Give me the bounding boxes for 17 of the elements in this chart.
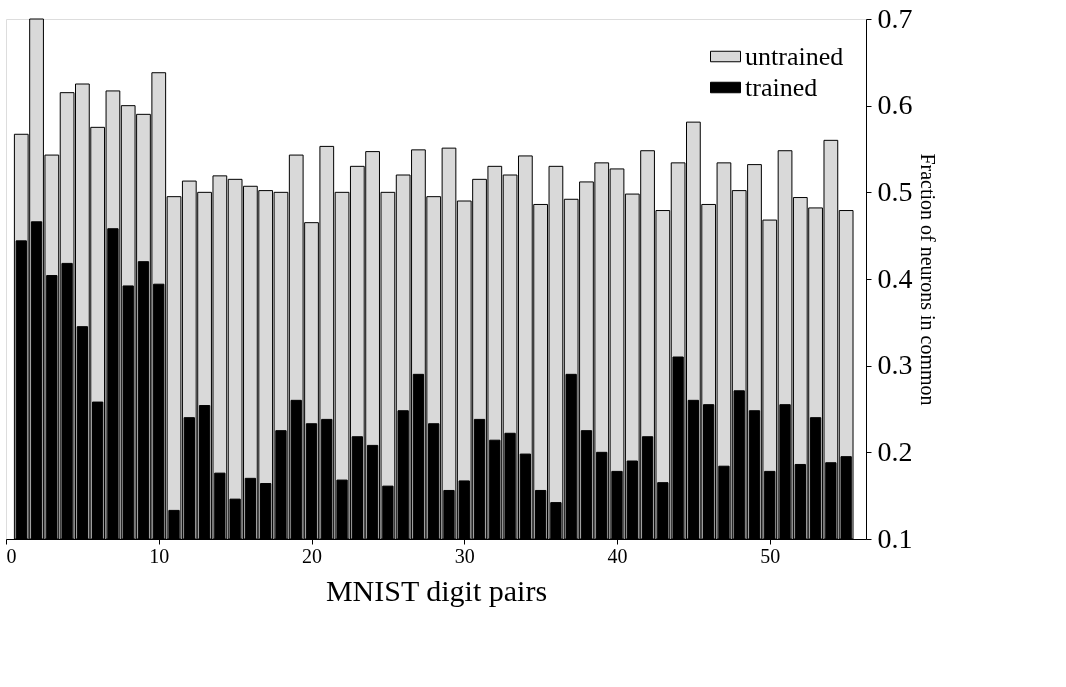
y-tick-label: 0.3 xyxy=(877,349,913,381)
y-tick-label: 0.4 xyxy=(877,262,913,294)
x-tick-label: 40 xyxy=(607,544,628,567)
x-tick-label: 30 xyxy=(454,544,475,567)
y-tick-label: 0.7 xyxy=(877,2,913,34)
x-axis-title: MNIST digit pairs xyxy=(325,573,548,607)
x-tick-label: 0 xyxy=(6,544,17,567)
y-tick-label: 0.2 xyxy=(877,435,913,467)
y-tick-label: 0.5 xyxy=(877,175,913,207)
y-tick-label: 0.1 xyxy=(877,522,913,554)
legend-label: untrained xyxy=(745,41,844,71)
y-axis-title: Fraction of neurons in common xyxy=(916,153,939,406)
y-tick-label: 0.6 xyxy=(877,89,913,121)
x-tick-label: 10 xyxy=(149,544,170,567)
legend-label: trained xyxy=(745,72,818,102)
x-tick-label: 50 xyxy=(760,544,781,567)
x-tick-label: 20 xyxy=(302,544,323,567)
